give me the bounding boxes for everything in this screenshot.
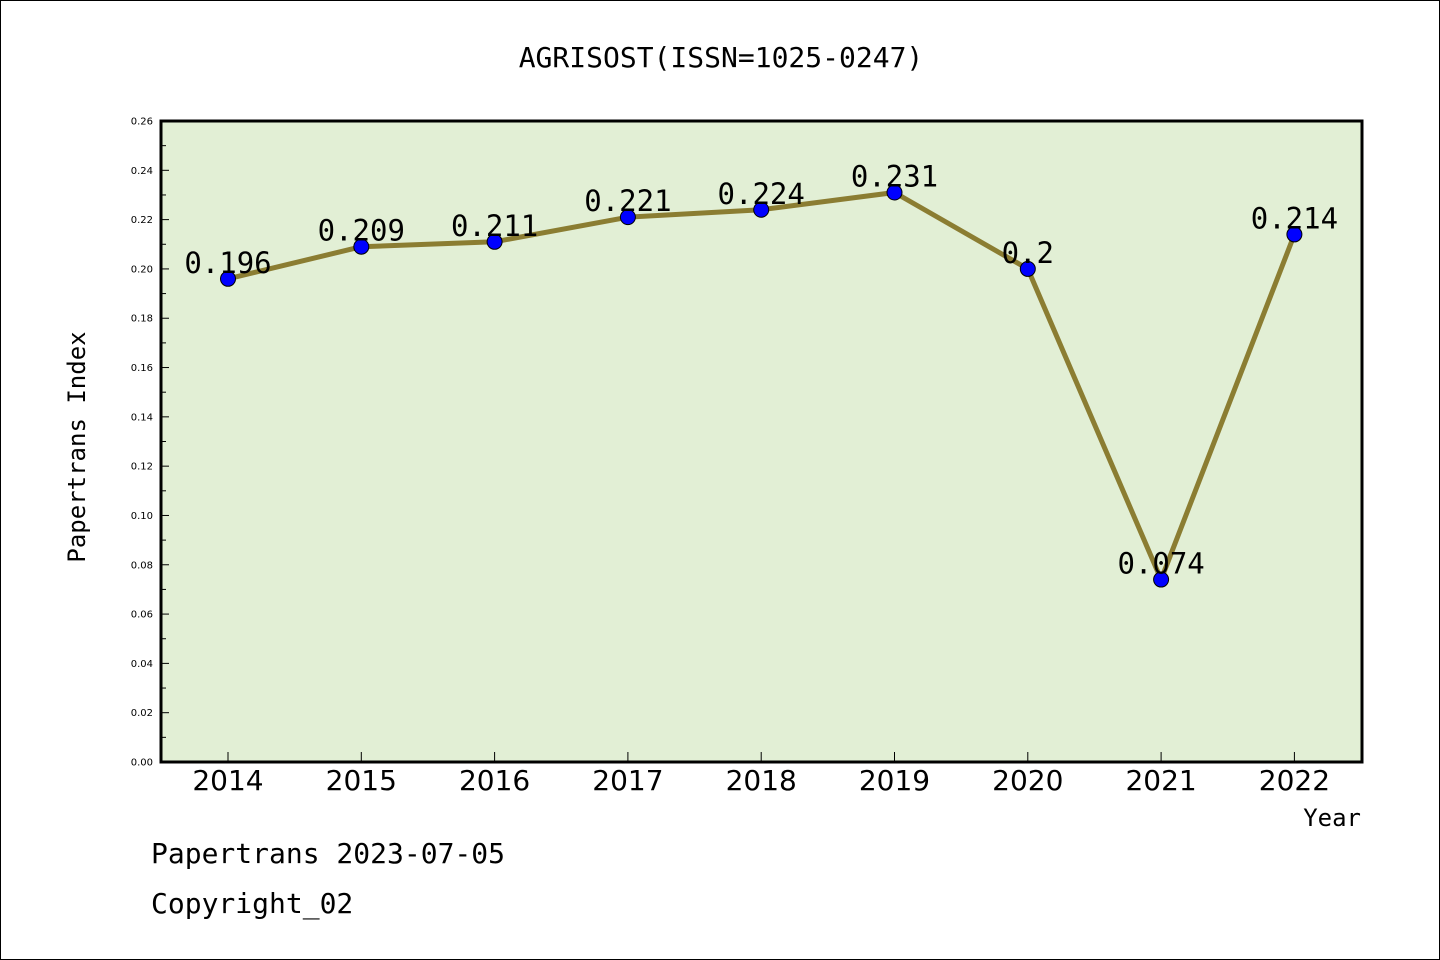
plot-border [159, 119, 1364, 764]
x-axis-label: Year [1303, 804, 1361, 832]
y-tick-label: 0.00 [131, 758, 153, 769]
x-tick-label: 2014 [192, 764, 263, 797]
x-tick-label: 2016 [459, 764, 530, 797]
y-tick-label: 0.24 [131, 166, 153, 177]
data-point [753, 201, 770, 218]
x-tick-label: 2015 [326, 764, 397, 797]
y-tick-label: 0.08 [131, 560, 153, 571]
y-tick-label: 0.14 [131, 412, 153, 423]
y-tick-label: 0.04 [131, 659, 153, 670]
data-point [353, 238, 370, 255]
data-label: 0.224 [718, 177, 805, 211]
y-axis-label: Papertrans Index [63, 331, 91, 562]
data-label: 0.231 [851, 159, 938, 193]
x-tick-label: 2020 [992, 764, 1063, 797]
x-tick-label: 2019 [859, 764, 930, 797]
data-point [1153, 571, 1170, 588]
data-point [886, 184, 903, 201]
y-tick-label: 0.22 [131, 215, 153, 226]
data-label: 0.2 [1002, 236, 1054, 270]
plot-area [161, 121, 1362, 762]
y-tick-label: 0.16 [131, 363, 153, 374]
x-tick-label: 2021 [1125, 764, 1196, 797]
data-label: 0.196 [184, 246, 271, 280]
chart-title: AGRISOST(ISSN=1025-0247) [519, 41, 924, 74]
data-label: 0.074 [1117, 547, 1204, 581]
data-label: 0.214 [1251, 201, 1338, 235]
data-label: 0.211 [451, 209, 538, 243]
data-point [1019, 260, 1036, 277]
x-tick-label: 2017 [592, 764, 663, 797]
y-tick-label: 0.02 [131, 708, 153, 719]
data-point [1286, 226, 1303, 243]
footer-date: Papertrans 2023-07-05 [151, 837, 506, 870]
y-tick-label: 0.12 [131, 462, 153, 473]
data-label: 0.221 [584, 184, 671, 218]
footer-copyright: Copyright_02 [151, 887, 354, 920]
y-tick-label: 0.20 [131, 264, 153, 275]
y-tick-label: 0.06 [131, 610, 153, 621]
y-tick-label: 0.10 [131, 511, 153, 522]
data-label: 0.209 [318, 214, 405, 248]
y-tick-label: 0.26 [131, 117, 153, 128]
x-tick-label: 2018 [726, 764, 797, 797]
data-point [486, 233, 503, 250]
series-line-group: 0.196 0.209 0.211 0.221 0.224 0.231 0.2 0.074 0.… [184, 159, 1338, 588]
x-axis: 2014 2015 2016 2017 2018 2019 2020 2021 2022 [192, 752, 1330, 797]
data-point [619, 209, 636, 226]
data-point [220, 270, 236, 287]
x-tick-label: 2022 [1259, 764, 1330, 797]
y-tick-label: 0.18 [131, 314, 153, 325]
